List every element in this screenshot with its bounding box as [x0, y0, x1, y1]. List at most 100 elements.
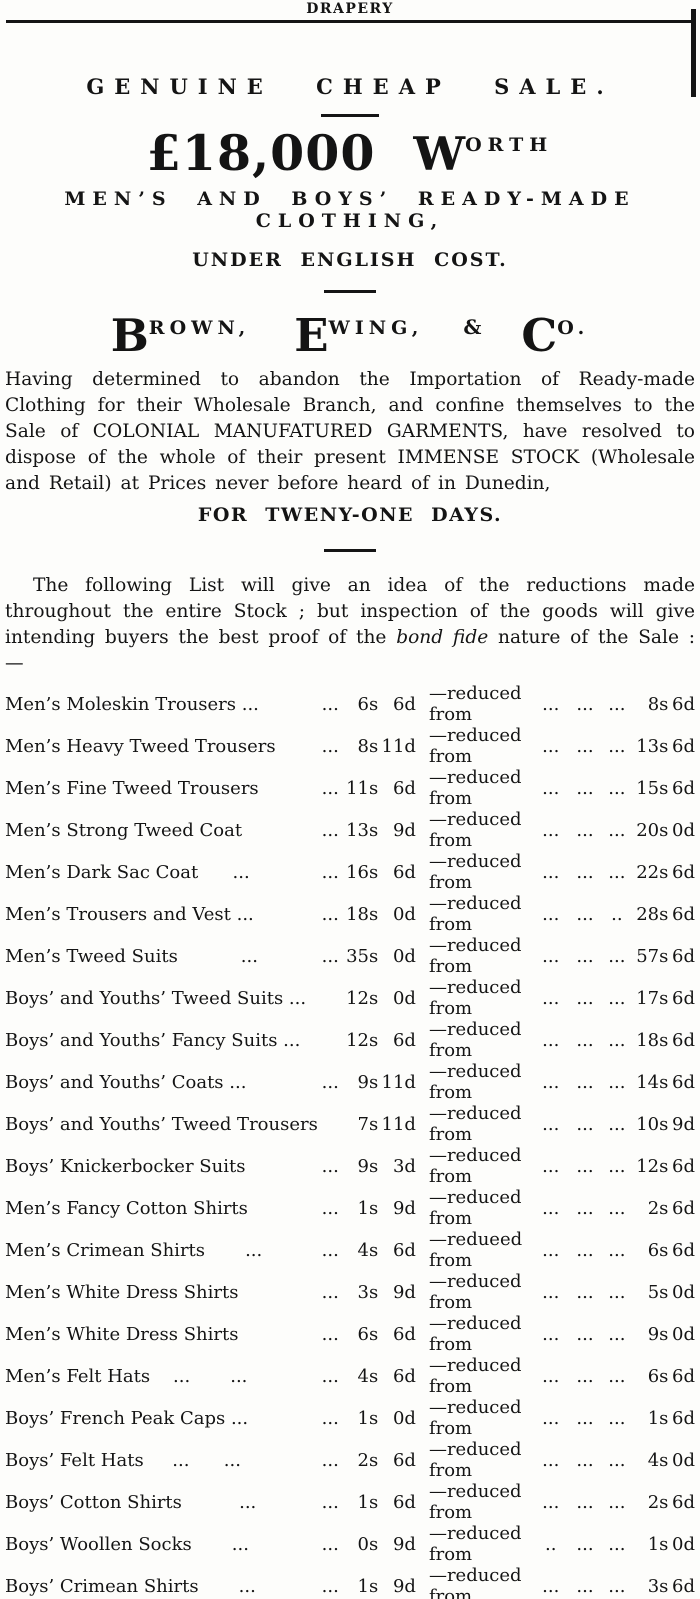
intro-text-italic: bond fide: [396, 627, 489, 648]
filler-dots-3: ...: [608, 819, 626, 841]
sale-price-pence: 9d: [392, 1575, 416, 1597]
original-price-pence: 6d: [672, 903, 695, 925]
reduced-from-label: —reduced from: [428, 1019, 522, 1061]
price-row: Boys’ French Peak Caps ... ... 1s 0d —re…: [0, 1397, 700, 1439]
clothing-headline: MEN’S AND BOYS’ READY-MADE CLOTHING,: [64, 188, 636, 232]
original-price-pence: 6d: [672, 1575, 695, 1597]
filler-dots-2: ...: [576, 1029, 594, 1051]
filler-dots-3: ...: [608, 1071, 626, 1093]
price-row: Men’s Heavy Tweed Trousers ... 8s 11d —r…: [0, 725, 700, 767]
filler-dots-3: ..: [611, 903, 623, 925]
original-price-shillings: 8s: [647, 693, 669, 715]
price-row: Men’s Fancy Cotton Shirts ... 1s 9d —red…: [0, 1187, 700, 1229]
filler-dots-1: ...: [542, 1239, 560, 1261]
price-row: Boys’ Cotton Shirts ... ... 1s 6d —reduc…: [0, 1481, 700, 1523]
sale-price-shillings: 4s: [357, 1365, 379, 1387]
original-price-shillings: 2s: [647, 1491, 669, 1513]
sale-price-shillings: 1s: [357, 1407, 379, 1429]
filler-dots-3: ...: [608, 1323, 626, 1345]
original-price-shillings: 14s: [636, 1071, 669, 1093]
price-row: Men’s White Dress Shirts ... 6s 6d —redu…: [0, 1313, 700, 1355]
original-price-shillings: 22s: [636, 861, 669, 883]
filler-dots-1: ...: [542, 1575, 560, 1597]
sale-price-pence: 6d: [392, 1365, 416, 1387]
leader-dots: ...: [321, 945, 339, 967]
filler-dots-2: ...: [576, 1449, 594, 1471]
price-row: Men’s Trousers and Vest ... ... 18s 0d —…: [0, 893, 700, 935]
sale-price-shillings: 18s: [346, 903, 379, 925]
leader-dots: ...: [321, 1155, 339, 1177]
original-price-pence: 6d: [672, 777, 695, 799]
filler-dots-1: ...: [542, 1029, 560, 1051]
headline-divider: [321, 114, 379, 117]
intro-paragraph: The following List will give an idea of …: [5, 573, 695, 677]
leader-dots: ...: [321, 819, 339, 841]
filler-dots-3: ...: [608, 1449, 626, 1471]
original-price-pence: 6d: [672, 1407, 695, 1429]
original-price-pence: 0d: [672, 1533, 695, 1555]
sale-price-pence: 6d: [392, 1029, 416, 1051]
filler-dots-2: ...: [576, 987, 594, 1009]
filler-dots-2: ...: [576, 1113, 594, 1135]
filler-dots-1: ...: [542, 1407, 560, 1429]
sale-price-shillings: 1s: [357, 1197, 379, 1219]
filler-dots-3: ...: [608, 945, 626, 967]
original-price-shillings: 5s: [647, 1281, 669, 1303]
leader-dots: [318, 1103, 343, 1145]
leader-dots: ...: [321, 1491, 339, 1513]
worth-rest: ORTH: [465, 134, 554, 156]
sale-price-pence: 6d: [392, 1323, 416, 1345]
filler-dots-1: ...: [542, 1071, 560, 1093]
original-price-pence: 6d: [672, 1491, 695, 1513]
original-price-shillings: 17s: [636, 987, 669, 1009]
leader-dots: [318, 1019, 343, 1061]
filler-dots-1: ...: [542, 735, 560, 757]
original-price-shillings: 15s: [636, 777, 669, 799]
sale-price-pence: 11d: [381, 735, 416, 757]
original-price-shillings: 18s: [636, 1029, 669, 1051]
reduced-from-label: —reduced from: [428, 1565, 522, 1599]
reduced-from-label: —reduced from: [428, 1481, 522, 1523]
leader-dots: ...: [321, 861, 339, 883]
original-price-pence: 6d: [672, 1197, 695, 1219]
sale-price-shillings: 4s: [357, 1239, 379, 1261]
item-name: Men’s Crimean Shirts ...: [5, 1239, 263, 1261]
filler-dots-3: ...: [608, 1155, 626, 1177]
sale-price-shillings: 35s: [346, 945, 379, 967]
price-reduction-table: Men’s Moleskin Trousers ... ... 6s 6d —r…: [0, 683, 700, 1599]
sale-price-shillings: 2s: [357, 1449, 379, 1471]
filler-dots-3: ...: [608, 1029, 626, 1051]
filler-dots-1: ...: [542, 1113, 560, 1135]
reduced-from-label: —reduced from: [428, 1103, 522, 1145]
item-name: Men’s White Dress Shirts: [5, 1323, 239, 1345]
price-row: Boys’ and Youths’ Tweed Suits ... 12s 0d…: [0, 977, 700, 1019]
filler-dots-1: ...: [542, 819, 560, 841]
reduced-from-label: —reduced from: [428, 1061, 522, 1103]
item-name: Men’s Tweed Suits ...: [5, 945, 258, 967]
filler-dots-2: ...: [576, 735, 594, 757]
filler-dots-1: ...: [542, 861, 560, 883]
cost-divider: [324, 290, 376, 293]
sale-price-shillings: 1s: [357, 1575, 379, 1597]
item-name: Men’s Fine Tweed Trousers: [5, 777, 259, 799]
item-name: Men’s Felt Hats ... ...: [5, 1365, 248, 1387]
sale-price-shillings: 8s: [357, 735, 379, 757]
leader-dots: ...: [321, 903, 339, 925]
filler-dots-2: ...: [576, 1323, 594, 1345]
item-name: Men’s Heavy Tweed Trousers: [5, 735, 276, 757]
original-price-shillings: 1s: [647, 1407, 669, 1429]
sale-price-shillings: 0s: [357, 1533, 379, 1555]
reduced-from-label: —reduced from: [428, 1523, 522, 1565]
filler-dots-3: ...: [608, 1407, 626, 1429]
filler-dots-3: ...: [608, 1491, 626, 1513]
price-row: Boys’ Crimean Shirts ... ... 1s 9d —redu…: [0, 1565, 700, 1599]
original-price-shillings: 6s: [647, 1365, 669, 1387]
filler-dots-3: ...: [608, 1197, 626, 1219]
original-price-pence: 0d: [672, 1281, 695, 1303]
sale-price-pence: 6d: [392, 1491, 416, 1513]
reduced-from-label: —reduced from: [428, 1313, 522, 1355]
sale-price-pence: 6d: [392, 861, 416, 883]
original-price-shillings: 4s: [647, 1449, 669, 1471]
original-price-shillings: 20s: [636, 819, 669, 841]
price-row: Men’s Moleskin Trousers ... ... 6s 6d —r…: [0, 683, 700, 725]
